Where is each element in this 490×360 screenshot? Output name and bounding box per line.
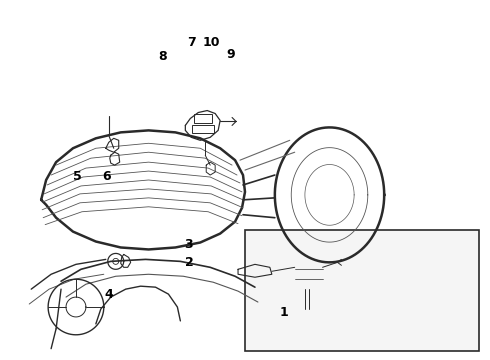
Text: 6: 6 xyxy=(102,170,110,183)
Text: 7: 7 xyxy=(187,36,196,49)
Text: 10: 10 xyxy=(202,36,220,49)
Text: 5: 5 xyxy=(73,170,81,183)
Text: 4: 4 xyxy=(104,288,113,301)
Text: 1: 1 xyxy=(280,306,288,319)
Text: 8: 8 xyxy=(158,50,167,63)
Bar xyxy=(195,113,212,123)
Bar xyxy=(294,257,322,289)
Text: 9: 9 xyxy=(226,49,235,62)
Text: 3: 3 xyxy=(185,238,193,251)
Bar xyxy=(245,230,479,351)
Bar xyxy=(192,125,214,133)
Text: 2: 2 xyxy=(185,256,194,269)
